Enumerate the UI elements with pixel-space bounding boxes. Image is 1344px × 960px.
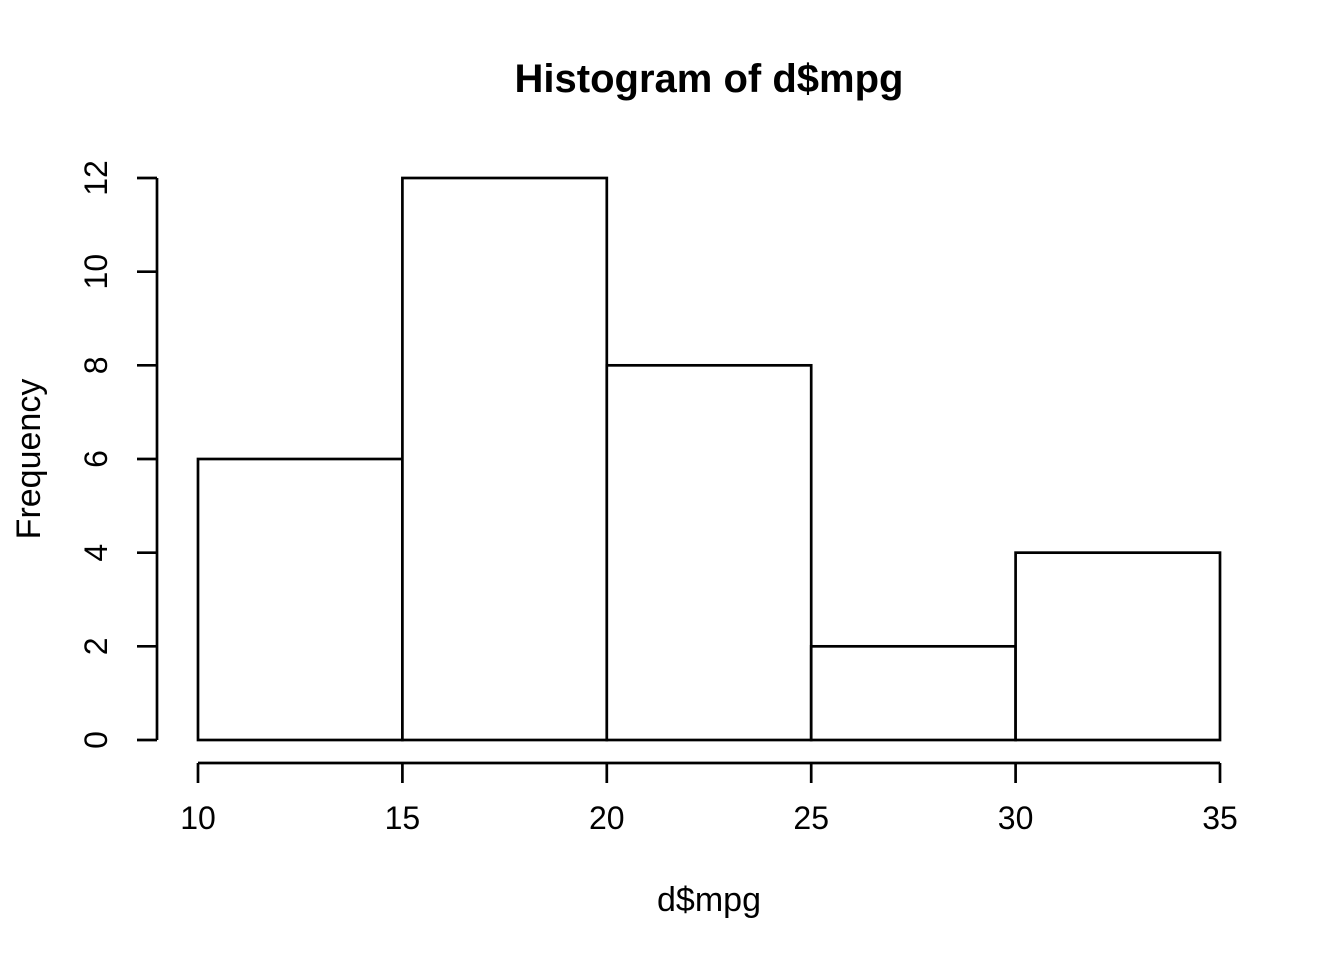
histogram-bar xyxy=(401,176,609,742)
x-tick-label: 25 xyxy=(793,800,829,836)
x-tick-label: 35 xyxy=(1202,800,1238,836)
x-tick-label: 10 xyxy=(180,800,216,836)
histogram-bar xyxy=(809,644,1017,742)
x-tick-label: 15 xyxy=(385,800,421,836)
x-tick-label: 20 xyxy=(589,800,625,836)
x-tick-label: 30 xyxy=(998,800,1034,836)
y-tick-label: 0 xyxy=(78,731,114,749)
x-axis-label: d$mpg xyxy=(657,881,761,919)
histogram-bar xyxy=(1014,551,1222,742)
y-tick-label: 10 xyxy=(78,254,114,290)
y-tick-label: 4 xyxy=(78,544,114,562)
histogram-bar xyxy=(196,457,404,742)
y-tick-label: 6 xyxy=(78,450,114,468)
x-axis: 10 15 20 25 30 35 xyxy=(180,761,1238,836)
y-axis-label: Frequency xyxy=(10,379,48,540)
y-axis: 0 2 4 6 8 10 12 xyxy=(78,160,159,749)
chart-title: Histogram of d$mpg xyxy=(515,57,904,101)
y-tick-label: 12 xyxy=(78,160,114,196)
y-tick-label: 2 xyxy=(78,637,114,655)
bars-group xyxy=(196,176,1222,742)
histogram-bar xyxy=(605,363,813,742)
y-tick-label: 8 xyxy=(78,356,114,374)
